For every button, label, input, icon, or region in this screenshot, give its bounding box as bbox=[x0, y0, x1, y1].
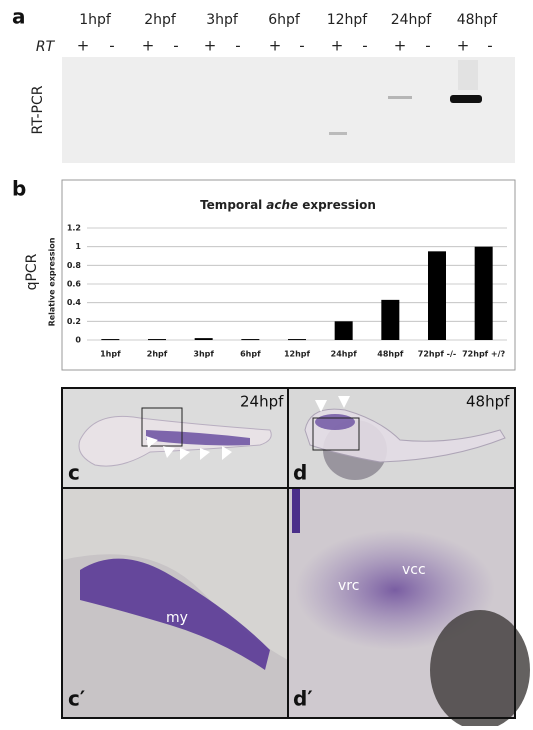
stage-label: 48hpf bbox=[466, 393, 510, 411]
rt-sign: + bbox=[204, 37, 217, 55]
time-label: 1hpf bbox=[79, 12, 112, 28]
rt-sign: + bbox=[269, 37, 282, 55]
y-tick-label: 0.8 bbox=[67, 261, 82, 270]
x-tick-label: 48hpf bbox=[377, 350, 404, 359]
x-tick-label: 24hpf bbox=[331, 350, 358, 359]
bar bbox=[334, 321, 353, 340]
rt-sign: - bbox=[299, 37, 304, 55]
rt-sign: - bbox=[109, 37, 114, 55]
chart-title: Temporal ache expression bbox=[200, 198, 376, 212]
stain bbox=[146, 430, 250, 446]
frame bbox=[61, 387, 516, 719]
bar bbox=[381, 299, 400, 340]
side-label: RT-PCR bbox=[30, 85, 46, 134]
y-tick-label: 0.2 bbox=[67, 317, 81, 326]
rt-sign: - bbox=[173, 37, 178, 55]
structure-label: vcc bbox=[402, 562, 426, 578]
stain bbox=[315, 414, 355, 430]
gel-band bbox=[388, 96, 412, 99]
stage-label: 24hpf bbox=[240, 393, 284, 411]
rt-sign: - bbox=[487, 37, 492, 55]
rt-sign: - bbox=[235, 37, 240, 55]
side-label: qPCR bbox=[24, 253, 40, 290]
bar bbox=[474, 246, 493, 340]
stain bbox=[295, 530, 495, 650]
x-tick-label: 1hpf bbox=[100, 350, 121, 359]
gel-band bbox=[450, 95, 482, 103]
bar bbox=[101, 339, 120, 341]
panel-letter: a bbox=[12, 5, 26, 29]
x-tick-label: 6hpf bbox=[240, 350, 261, 359]
rt-sign: + bbox=[331, 37, 344, 55]
rt-sign: - bbox=[362, 37, 367, 55]
x-tick-label: 12hpf bbox=[284, 350, 311, 359]
y-tick-label: 0 bbox=[75, 336, 81, 345]
bar bbox=[194, 338, 213, 340]
rt-sign: - bbox=[425, 37, 430, 55]
x-tick-label: 3hpf bbox=[193, 350, 214, 359]
title-part: ache bbox=[266, 198, 298, 212]
panel-letter: d bbox=[293, 461, 307, 485]
arrowheads bbox=[146, 436, 232, 460]
structure-label: vrc bbox=[338, 578, 359, 594]
rt-sign: + bbox=[77, 37, 90, 55]
time-label: 6hpf bbox=[268, 12, 301, 28]
y-tick-label: 1 bbox=[75, 242, 81, 251]
panel-letter: c′ bbox=[68, 687, 85, 711]
y-tick-label: 0.6 bbox=[67, 280, 82, 289]
time-label: 48hpf bbox=[457, 12, 499, 28]
x-tick-label: 72hpf -/- bbox=[418, 350, 456, 359]
image-panels bbox=[61, 387, 530, 730]
embryo bbox=[304, 408, 506, 463]
arrowheads bbox=[315, 396, 350, 412]
y-axis-label: Relative expression bbox=[48, 237, 57, 326]
time-label: 24hpf bbox=[391, 12, 433, 28]
row-label: RT bbox=[36, 39, 56, 55]
x-tick-label: 2hpf bbox=[147, 350, 168, 359]
rt-sign: + bbox=[457, 37, 470, 55]
x-tick-label: 72hpf +/? bbox=[462, 350, 505, 359]
inset-box bbox=[312, 417, 360, 451]
time-label: 2hpf bbox=[144, 12, 177, 28]
inset-box bbox=[141, 407, 183, 447]
stain bbox=[292, 488, 300, 533]
bar bbox=[288, 339, 306, 341]
time-label: 12hpf bbox=[327, 12, 369, 28]
bar bbox=[241, 339, 260, 341]
panel-letter: d′ bbox=[293, 687, 313, 711]
bar bbox=[148, 339, 166, 341]
y-tick-label: 0.4 bbox=[67, 298, 82, 307]
gel-smear bbox=[458, 60, 478, 90]
title-part: Temporal bbox=[200, 198, 262, 212]
time-label: 3hpf bbox=[206, 12, 239, 28]
structure-label: my bbox=[166, 610, 188, 626]
y-tick-label: 1.2 bbox=[67, 224, 81, 233]
gel-band bbox=[329, 132, 347, 135]
gel bbox=[62, 57, 515, 163]
bar bbox=[428, 251, 446, 340]
title-part: expression bbox=[302, 198, 376, 212]
rt-sign: + bbox=[142, 37, 155, 55]
panel-letter: b bbox=[12, 177, 26, 201]
panel-letter: c bbox=[68, 461, 80, 485]
yolk bbox=[430, 610, 530, 730]
rt-sign: + bbox=[394, 37, 407, 55]
stain bbox=[80, 558, 270, 670]
